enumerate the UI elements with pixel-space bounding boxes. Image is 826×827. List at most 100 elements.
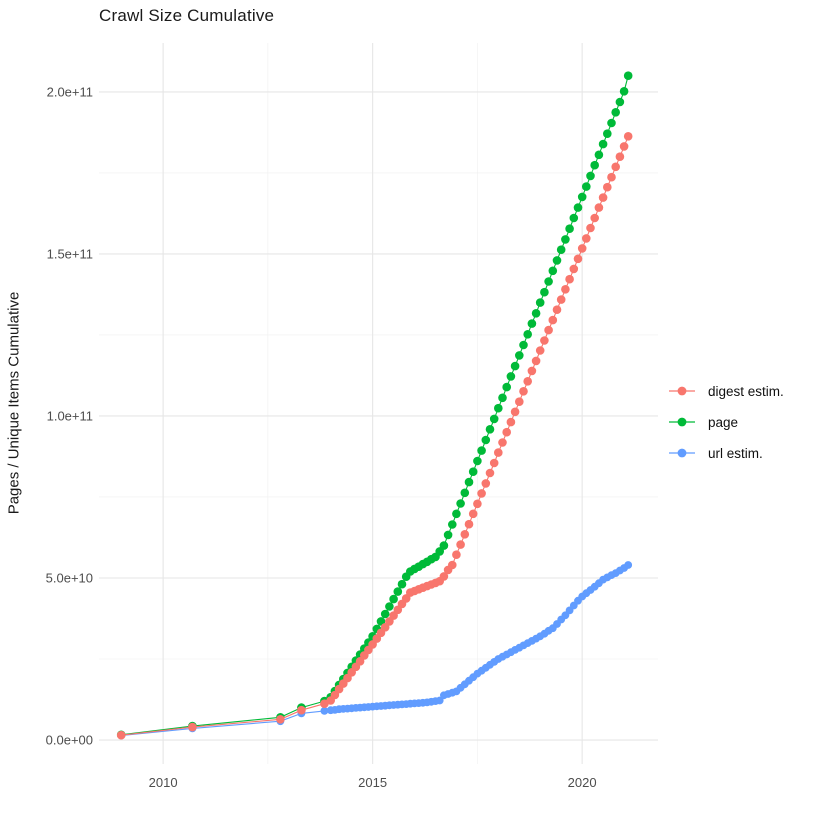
data-point — [506, 417, 516, 427]
data-point — [594, 203, 604, 212]
legend-label: digest estim. — [708, 383, 784, 399]
data-point — [502, 382, 512, 392]
data-point — [611, 162, 620, 172]
data-point — [489, 414, 499, 424]
data-point — [556, 295, 566, 304]
data-point — [456, 540, 465, 549]
data-point — [611, 108, 620, 117]
data-point — [464, 519, 474, 529]
data-point — [615, 97, 625, 107]
data-point — [565, 274, 574, 284]
series-url-estim — [117, 561, 633, 740]
legend-item-url-estim: url estim. — [668, 443, 784, 463]
data-point — [498, 438, 507, 447]
data-point — [615, 152, 625, 161]
legend-key-icon — [669, 417, 695, 427]
data-point — [590, 160, 599, 170]
data-point — [116, 730, 126, 740]
x-tick-label: 2010 — [148, 775, 178, 790]
legend-label: url estim. — [708, 445, 763, 461]
data-point — [544, 325, 553, 335]
series-digest-estim — [116, 132, 633, 740]
data-point — [527, 366, 537, 376]
data-point — [494, 448, 503, 457]
data-point — [582, 182, 591, 191]
data-point — [389, 594, 398, 604]
data-point — [506, 372, 516, 381]
data-point — [607, 118, 616, 128]
data-point — [502, 427, 512, 437]
data-point — [320, 707, 329, 715]
data-point — [439, 572, 449, 581]
data-point — [510, 361, 520, 371]
legend-key-icon — [669, 448, 695, 458]
x-tick-label: 2015 — [358, 775, 388, 790]
data-point — [531, 356, 541, 366]
data-point — [188, 722, 197, 732]
data-point — [477, 446, 486, 455]
data-point — [473, 499, 482, 509]
data-point — [519, 387, 528, 396]
data-point — [473, 456, 482, 466]
data-point — [468, 509, 478, 519]
data-point — [380, 609, 390, 619]
legend-label: page — [708, 414, 739, 430]
data-point — [603, 129, 612, 138]
y-tick-label: 0.0e+00 — [45, 732, 93, 748]
data-point — [443, 530, 453, 540]
data-point — [577, 244, 587, 253]
x-tick-label: 2020 — [567, 775, 597, 790]
data-point — [452, 509, 461, 519]
data-point — [573, 254, 583, 264]
data-point — [561, 285, 570, 294]
data-point — [569, 213, 579, 223]
data-point — [498, 393, 507, 403]
data-point — [485, 425, 495, 434]
data-point — [460, 488, 470, 498]
data-point — [561, 235, 570, 244]
data-point — [460, 530, 470, 539]
data-point — [468, 467, 478, 477]
data-point — [439, 541, 449, 550]
data-point — [552, 256, 562, 265]
data-point — [603, 182, 612, 192]
data-point — [510, 407, 520, 417]
data-point — [556, 245, 566, 254]
data-point — [590, 213, 599, 223]
data-point — [297, 705, 306, 715]
data-point — [552, 305, 562, 315]
data-point — [548, 266, 558, 276]
y-tick-label: 2.0e+11 — [46, 84, 93, 100]
data-point — [519, 340, 528, 350]
data-point — [619, 142, 629, 151]
data-point — [535, 346, 545, 355]
data-point — [397, 579, 407, 589]
data-point — [548, 315, 558, 325]
data-point — [515, 351, 524, 360]
data-point — [464, 477, 474, 487]
data-point — [385, 602, 394, 611]
data-point — [624, 561, 633, 569]
data-point — [276, 715, 285, 724]
major-gridlines — [99, 43, 658, 764]
data-point — [598, 193, 608, 202]
data-point — [594, 150, 604, 160]
data-point — [452, 550, 461, 559]
legend-item-page: page — [668, 412, 784, 432]
data-point — [573, 203, 583, 212]
data-point — [448, 560, 457, 570]
data-point — [393, 587, 403, 596]
data-point — [527, 319, 537, 328]
y-tick-label: 5.0e+10 — [45, 570, 93, 586]
data-point — [582, 234, 591, 243]
data-point — [565, 224, 574, 233]
data-point — [515, 397, 524, 407]
data-point — [623, 132, 633, 141]
data-point — [435, 696, 444, 705]
data-point — [494, 403, 503, 413]
data-series — [116, 71, 633, 740]
data-point — [619, 87, 629, 96]
data-point — [523, 377, 532, 386]
